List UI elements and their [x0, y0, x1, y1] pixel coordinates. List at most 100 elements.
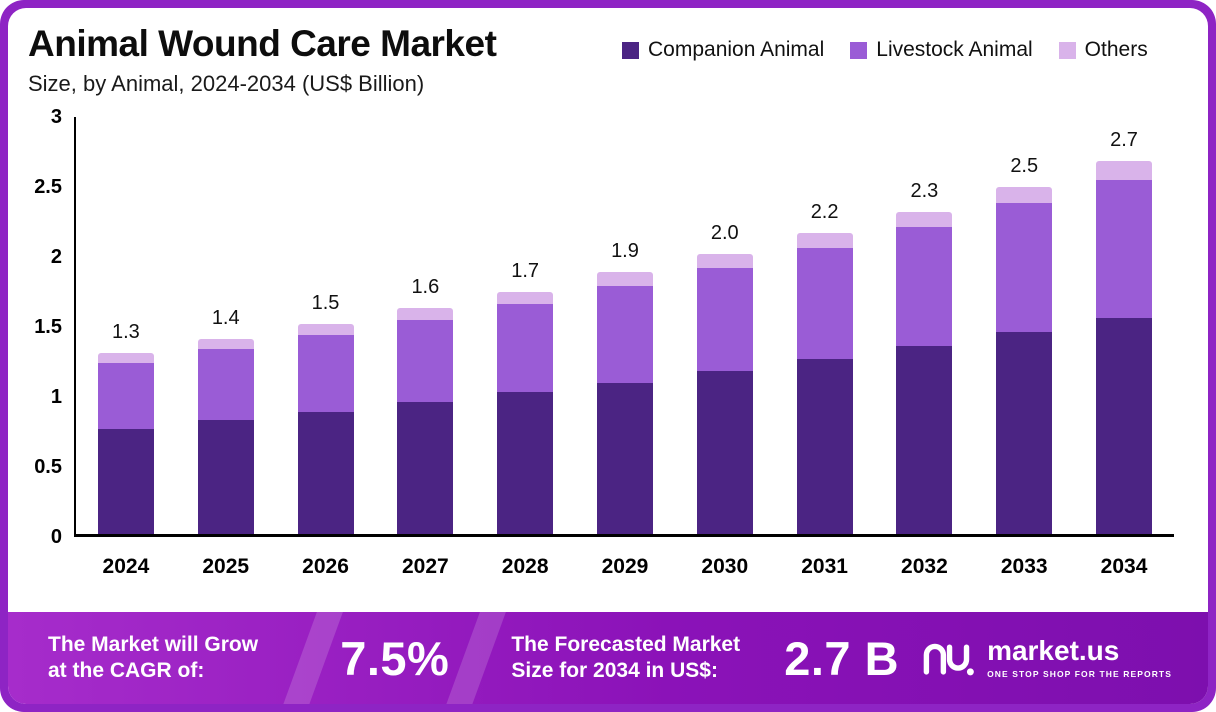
legend-label: Livestock Animal: [876, 38, 1033, 61]
bar-total-label: 1.4: [211, 307, 240, 330]
bar-segment-companion-animal: [197, 420, 254, 534]
plot-area: 1.3 2024 1.4 2025 1.5 2026 1.6 2027 1.7 2028 1.9 20…: [74, 116, 1174, 578]
bar-slot: 2.7 2034: [1074, 117, 1174, 578]
y-axis-tick: 0: [50, 525, 62, 548]
x-axis-label: 2032: [901, 554, 948, 578]
header: Animal Wound Care Market Size, by Animal…: [8, 8, 1208, 97]
infographic-card: Animal Wound Care Market Size, by Animal…: [8, 8, 1208, 704]
stacked-bar: [996, 186, 1053, 534]
bar-segment-others: [896, 211, 953, 228]
bar-segment-livestock-animal: [996, 203, 1053, 333]
forecast-label: The Forecasted Market Size for 2034 in U…: [511, 632, 741, 682]
y-axis-tick: 0.5: [34, 455, 62, 478]
x-axis-label: 2024: [102, 554, 150, 578]
bar-total-label: 1.9: [611, 239, 639, 262]
bar-total-label: 1.7: [511, 259, 540, 282]
bar-segment-livestock-animal: [197, 348, 254, 421]
bar-segment-companion-animal: [896, 346, 953, 534]
stacked-bar: [1096, 161, 1153, 534]
bar-segment-others: [97, 353, 154, 363]
y-axis-tick: 1: [50, 385, 62, 408]
bar-segment-companion-animal: [297, 411, 354, 534]
bar-segment-companion-animal: [796, 358, 853, 534]
stacked-bar: [796, 232, 853, 534]
marketus-logo-icon: [923, 643, 974, 676]
legend-item: Others: [1058, 38, 1148, 62]
brand-name: market.us: [987, 635, 1120, 666]
bar-slot: 1.9 2029: [575, 117, 675, 578]
bar-slot: 1.4 2025: [176, 117, 276, 578]
bar-segment-livestock-animal: [896, 227, 953, 347]
bar-segment-companion-animal: [1096, 318, 1153, 534]
stacked-bar: [297, 323, 354, 534]
cagr-value: 7.5%: [340, 631, 450, 685]
y-axis-tick: 2: [50, 245, 62, 268]
chart-legend: Companion Animal Livestock Animal Others: [622, 24, 1182, 97]
bar-total-label: 1.5: [311, 291, 340, 314]
bar-segment-livestock-animal: [497, 304, 554, 393]
stacked-bar: [397, 308, 454, 534]
bar-segment-others: [696, 253, 753, 268]
x-axis-label: 2030: [701, 554, 749, 578]
bar-segment-livestock-animal: [97, 362, 154, 429]
bar-segment-others: [297, 323, 354, 335]
bar-slot: 2.2 2031: [775, 117, 875, 578]
bar-total-label: 1.3: [112, 321, 140, 344]
y-axis-tick: 1.5: [34, 315, 62, 338]
bar-total-label: 2.0: [710, 221, 739, 244]
bar-slot: 2.3 2032: [875, 117, 975, 578]
stacked-bar-chart: 0 0.5 1 1.5 2 2.5 3 1.3 2024 1.4 2025 1.5 2026 1.6 20…: [22, 106, 1174, 578]
stacked-bar: [97, 353, 154, 534]
bar-total-label: 2.7: [1110, 129, 1138, 152]
bar-slot: 2.0 2030: [675, 117, 775, 578]
x-axis-label: 2031: [801, 554, 848, 578]
bar-segment-companion-animal: [97, 428, 154, 534]
stacked-bar: [596, 271, 653, 534]
x-axis-label: 2033: [1000, 554, 1048, 578]
stacked-bar: [497, 291, 554, 534]
legend-swatch: [850, 41, 868, 59]
x-axis-label: 2028: [501, 554, 549, 578]
bar-segment-others: [1096, 161, 1153, 180]
legend-item: Companion Animal: [622, 38, 824, 62]
y-axis-tick: 2.5: [34, 175, 62, 198]
x-axis-label: 2025: [202, 554, 250, 578]
stacked-bar: [696, 253, 753, 534]
bar-total-label: 2.3: [910, 179, 939, 202]
bar-total-label: 2.5: [1010, 154, 1039, 177]
bar-segment-companion-animal: [596, 382, 653, 534]
page-title: Animal Wound Care Market: [28, 23, 497, 64]
brand-block: market.us ONE STOP SHOP FOR THE REPORTS: [921, 637, 1172, 679]
divider-chevron: [276, 612, 350, 704]
bar-total-label: 2.2: [810, 200, 839, 223]
bar-slot: 2.5 2033: [974, 117, 1074, 578]
bar-segment-others: [397, 308, 454, 320]
bar-segment-livestock-animal: [596, 285, 653, 383]
brand-tagline: ONE STOP SHOP FOR THE REPORTS: [987, 669, 1172, 679]
bar-segment-others: [996, 186, 1053, 204]
x-axis-label: 2029: [601, 554, 649, 578]
bar-segment-others: [596, 271, 653, 286]
bar-slot: 1.3 2024: [76, 117, 176, 578]
bar-segment-livestock-animal: [297, 334, 354, 412]
bar-total-label: 1.6: [411, 276, 440, 299]
y-axis: 0 0.5 1 1.5 2 2.5 3: [22, 106, 74, 548]
footer-banner: The Market will Grow at the CAGR of: 7.5…: [8, 612, 1208, 704]
bar-slot: 1.7 2028: [475, 117, 575, 578]
cagr-label: The Market will Grow at the CAGR of:: [48, 632, 259, 682]
forecast-value: 2.7 B: [784, 631, 900, 685]
x-axis-label: 2026: [302, 554, 349, 578]
bar-segment-companion-animal: [996, 332, 1053, 534]
divider-chevron: [439, 612, 513, 704]
bar-segment-companion-animal: [397, 402, 454, 534]
bar-segment-livestock-animal: [796, 248, 853, 359]
legend-label: Companion Animal: [648, 38, 825, 61]
bar-slot: 1.5 2026: [276, 117, 376, 578]
y-axis-tick: 3: [50, 105, 62, 128]
bar-segment-livestock-animal: [1096, 179, 1153, 319]
legend-item: Livestock Animal: [850, 38, 1033, 62]
bar-segment-companion-animal: [497, 392, 554, 534]
stacked-bar: [197, 339, 254, 534]
brand-text: market.us ONE STOP SHOP FOR THE REPORTS: [987, 635, 1172, 680]
